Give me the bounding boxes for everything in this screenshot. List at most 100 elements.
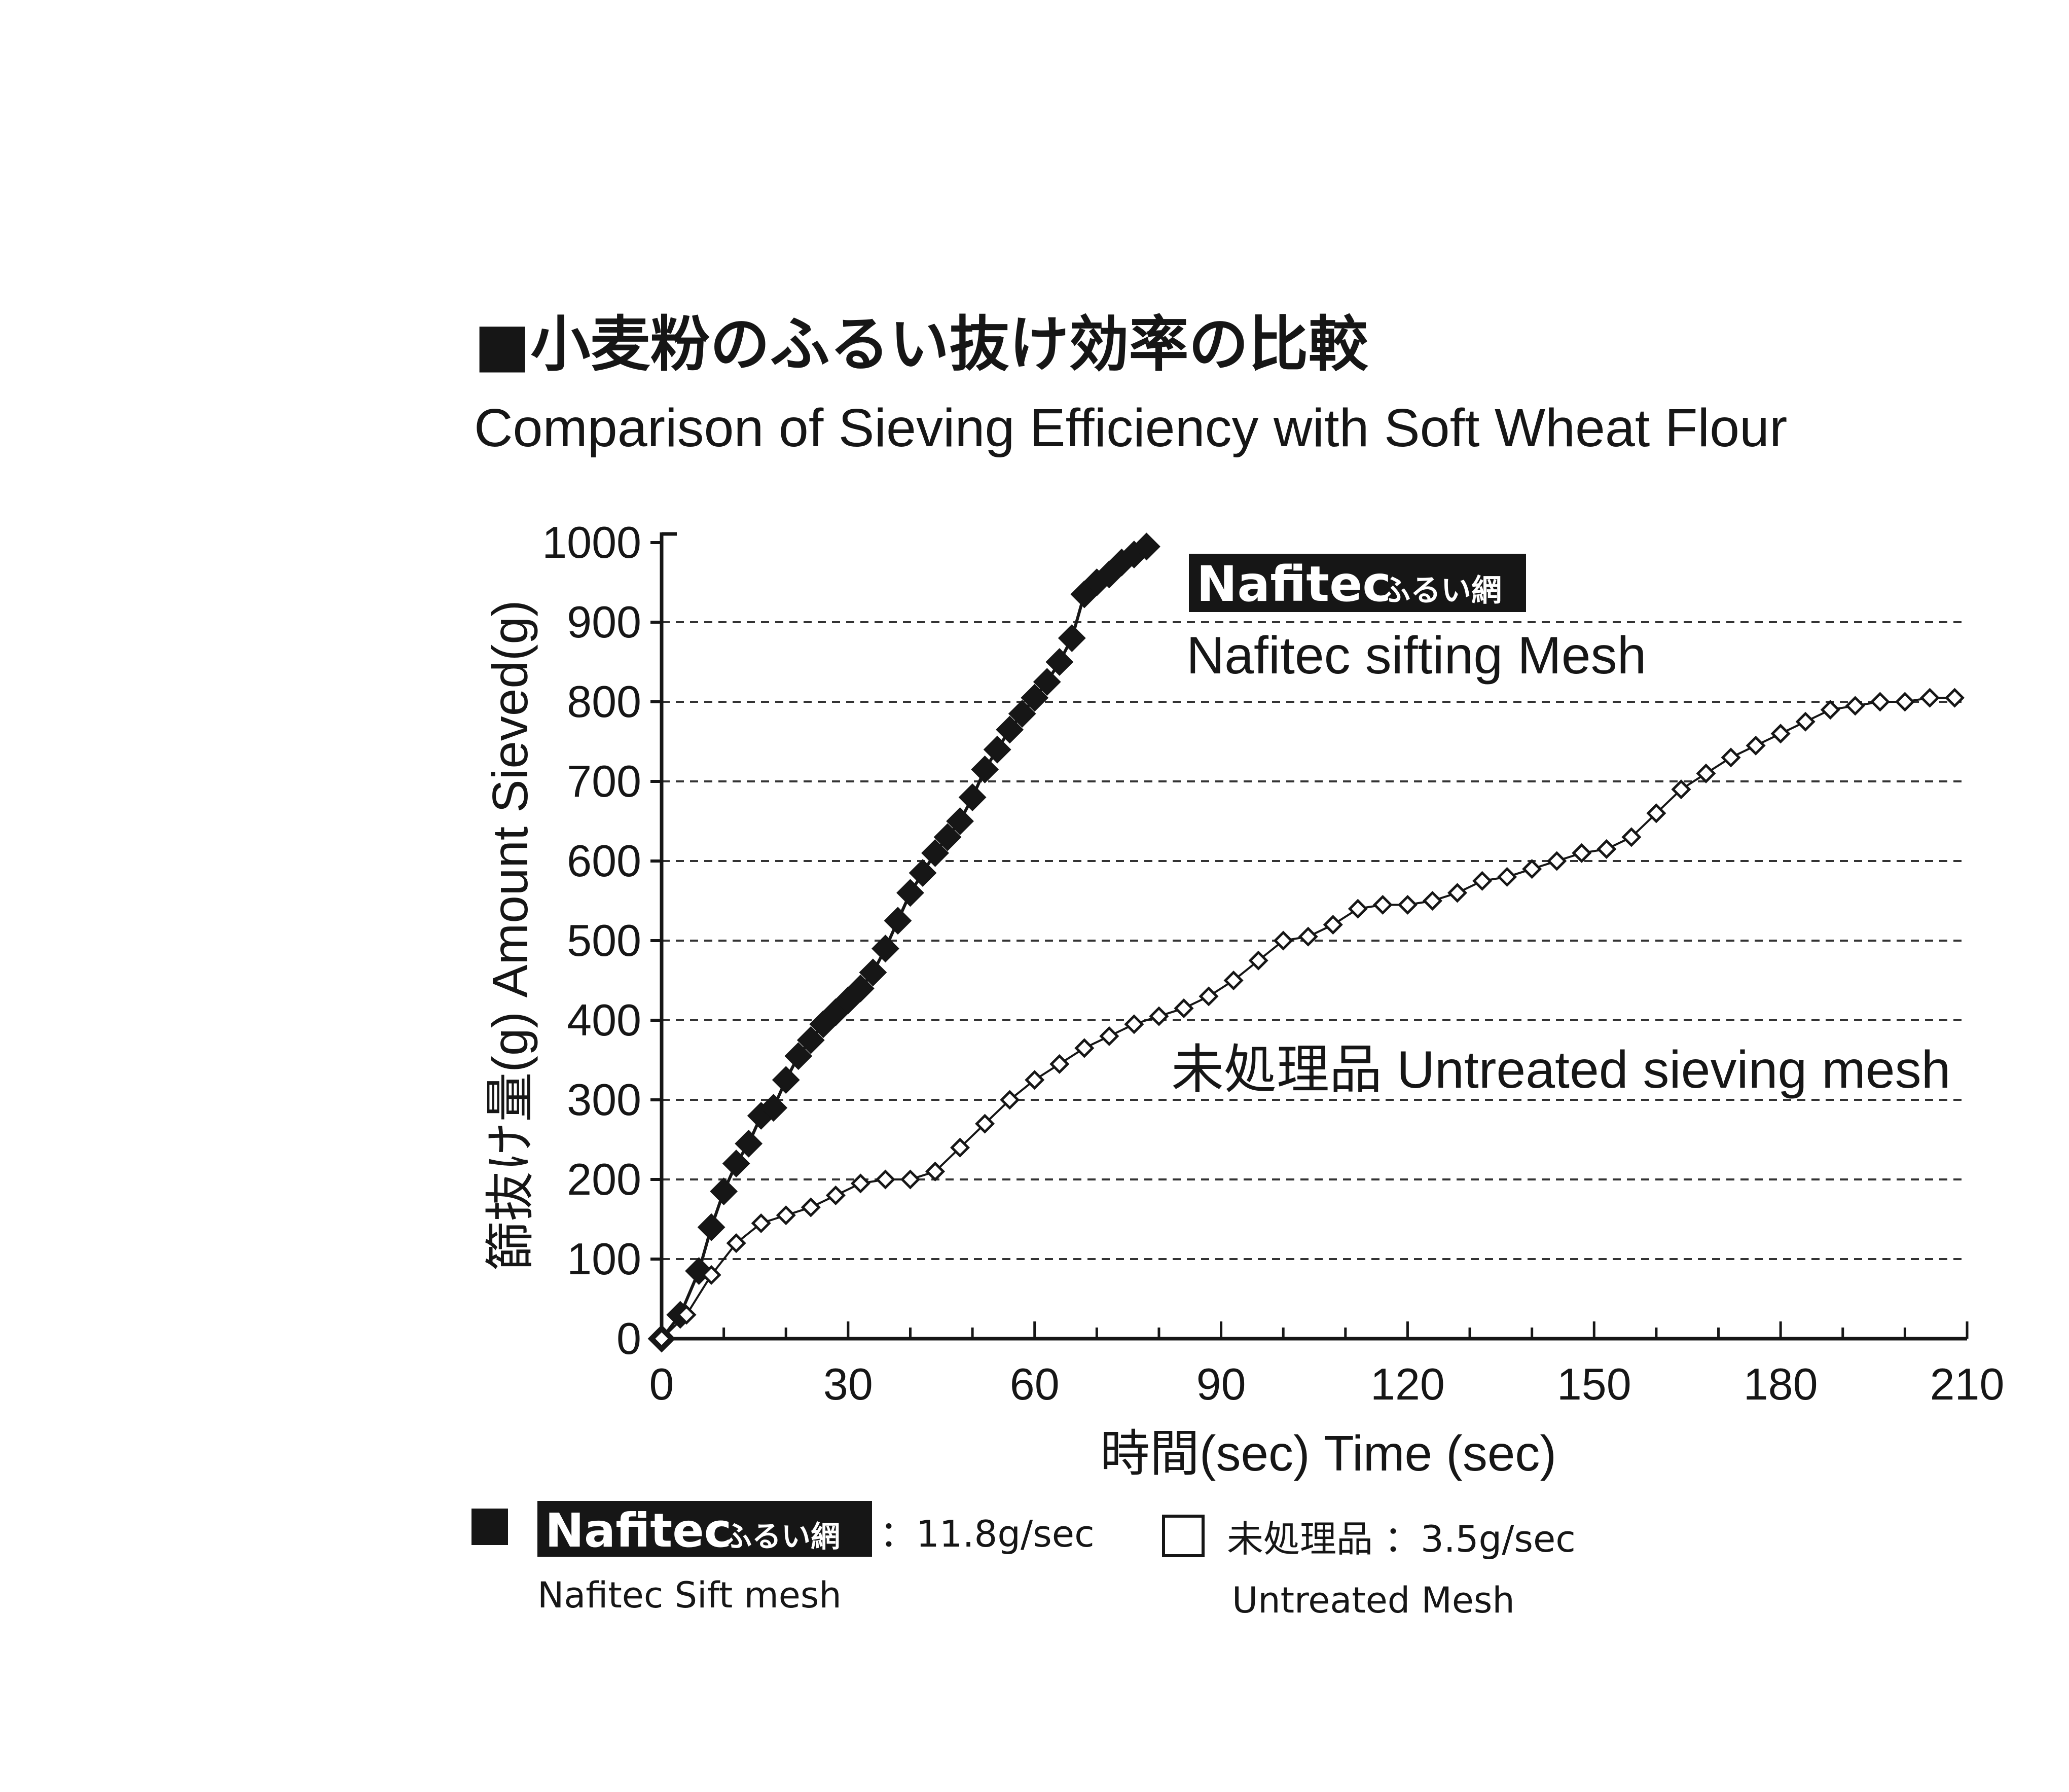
data-point-nafitec xyxy=(859,958,887,987)
data-point-nafitec xyxy=(996,715,1024,744)
data-point-nafitec xyxy=(735,1129,763,1158)
y-tick-label: 500 xyxy=(567,915,641,965)
data-point-untreated xyxy=(1770,724,1791,744)
x-tick-label: 120 xyxy=(1370,1359,1445,1409)
data-point-untreated xyxy=(1721,747,1741,768)
data-point-untreated xyxy=(1323,915,1343,935)
data-point-nafitec xyxy=(1133,532,1160,561)
data-point-untreated xyxy=(850,1173,870,1194)
data-point-untreated xyxy=(875,1169,895,1190)
data-point-untreated xyxy=(1895,692,1915,712)
x-axis-title: 時間(sec) Time (sec) xyxy=(1100,1425,1556,1481)
data-point-untreated xyxy=(1199,986,1219,1007)
data-point-untreated xyxy=(1944,688,1965,708)
data-point-untreated xyxy=(1099,1026,1119,1046)
data-point-nafitec xyxy=(772,1066,800,1094)
data-point-nafitec xyxy=(896,879,924,907)
x-tick-label: 180 xyxy=(1744,1359,1818,1409)
data-point-nafitec xyxy=(983,735,1011,764)
data-point-untreated xyxy=(1223,970,1244,991)
data-point-nafitec xyxy=(884,907,912,935)
data-point-untreated xyxy=(751,1213,771,1233)
legend-untreated-rate: ：3.5g/sec xyxy=(1384,1518,1576,1560)
data-point-untreated xyxy=(1372,894,1393,915)
y-tick-label: 400 xyxy=(567,995,641,1045)
nafitec-badge-jp: ふるい網 xyxy=(1380,573,1502,608)
nafitec-series-label: Nafitec sifting Mesh xyxy=(1186,626,1646,685)
data-point-untreated xyxy=(975,1114,995,1134)
x-tick-label: 60 xyxy=(1010,1359,1060,1409)
data-point-untreated xyxy=(1522,859,1542,879)
data-point-untreated xyxy=(801,1197,821,1217)
data-point-untreated xyxy=(1696,763,1716,783)
legend-untreated-label: 未処理品 xyxy=(1227,1518,1373,1560)
data-point-untreated xyxy=(1746,735,1766,756)
data-point-untreated xyxy=(900,1169,921,1190)
data-point-nafitec xyxy=(1033,668,1061,696)
data-point-untreated xyxy=(1845,696,1865,716)
legend-item-nafitec: Nafitec ふるい網 ：11.8g/sec Nafitec Sift mes… xyxy=(471,1501,1095,1616)
legend-untreated-sub: Untreated Mesh xyxy=(1232,1580,1515,1621)
data-point-nafitec xyxy=(796,1026,825,1054)
data-point-nafitec xyxy=(784,1042,813,1070)
data-point-untreated xyxy=(776,1205,796,1226)
data-point-untreated xyxy=(651,1329,672,1349)
data-point-untreated xyxy=(1025,1070,1045,1090)
y-tick-label: 700 xyxy=(567,756,641,806)
x-tick-label: 0 xyxy=(649,1359,674,1409)
data-point-untreated xyxy=(1547,851,1567,871)
data-point-untreated xyxy=(1049,1054,1070,1074)
data-point-nafitec xyxy=(1008,700,1036,728)
data-point-untreated xyxy=(1919,688,1940,708)
series-layer xyxy=(647,532,1965,1353)
legend-item-untreated: 未処理品 ：3.5g/sec Untreated Mesh xyxy=(1162,1515,1576,1621)
x-tick-label: 150 xyxy=(1557,1359,1631,1409)
legend-filled-square-icon xyxy=(471,1509,508,1545)
untreated-series-label: 未処理品 Untreated sieving mesh xyxy=(1171,1041,1950,1099)
nafitec-annotation: Nafitec ふるい網 Nafitec sifting Mesh xyxy=(1186,554,1646,685)
data-point-untreated xyxy=(1572,843,1592,863)
data-point-untreated xyxy=(1248,950,1268,971)
data-point-nafitec xyxy=(697,1213,725,1241)
data-point-untreated xyxy=(1273,930,1293,951)
series-line-1 xyxy=(661,697,1955,1340)
legend-open-square-icon xyxy=(1162,1515,1205,1557)
data-point-untreated xyxy=(1472,871,1493,891)
data-point-untreated xyxy=(825,1185,846,1205)
data-point-untreated xyxy=(1646,803,1666,823)
y-tick-label: 600 xyxy=(567,836,641,886)
data-point-nafitec xyxy=(1021,684,1049,712)
y-axis-title: 篩抜け量(g) Amount Sieved(g) xyxy=(482,600,538,1271)
x-tick-label: 30 xyxy=(823,1359,873,1409)
data-point-untreated xyxy=(1497,867,1517,887)
data-point-nafitec xyxy=(872,935,899,963)
nafitec-badge-text: Nafitec xyxy=(1196,556,1391,613)
data-point-nafitec xyxy=(909,859,937,887)
legend: Nafitec ふるい網 ：11.8g/sec Nafitec Sift mes… xyxy=(471,1501,1576,1621)
y-tick-label: 200 xyxy=(567,1154,641,1204)
y-tick-labels: 0 100 200 300 400 500 600 700 800 900 1000 xyxy=(542,517,662,1364)
y-tick-label: 300 xyxy=(567,1074,641,1125)
y-tick-label: 100 xyxy=(567,1234,641,1284)
y-tick-label: 1000 xyxy=(542,517,641,567)
data-point-untreated xyxy=(1820,700,1840,720)
data-point-nafitec xyxy=(933,823,962,851)
data-point-untreated xyxy=(1298,926,1318,947)
data-point-nafitec xyxy=(710,1177,738,1205)
data-point-nafitec xyxy=(946,807,974,835)
data-point-untreated xyxy=(1000,1090,1020,1110)
data-point-untreated xyxy=(1149,1006,1169,1026)
legend-nafitec-badge-bg xyxy=(537,1501,872,1557)
x-tick-label: 210 xyxy=(1930,1359,2005,1409)
data-point-untreated xyxy=(1621,827,1642,847)
data-point-untreated xyxy=(676,1305,697,1325)
data-point-untreated xyxy=(1174,998,1194,1018)
data-point-untreated xyxy=(1795,711,1816,732)
data-point-untreated xyxy=(925,1161,946,1181)
axes xyxy=(660,532,1967,1341)
data-point-nafitec xyxy=(759,1094,788,1122)
data-point-untreated xyxy=(1422,890,1443,911)
y-tick-label: 800 xyxy=(567,676,641,727)
